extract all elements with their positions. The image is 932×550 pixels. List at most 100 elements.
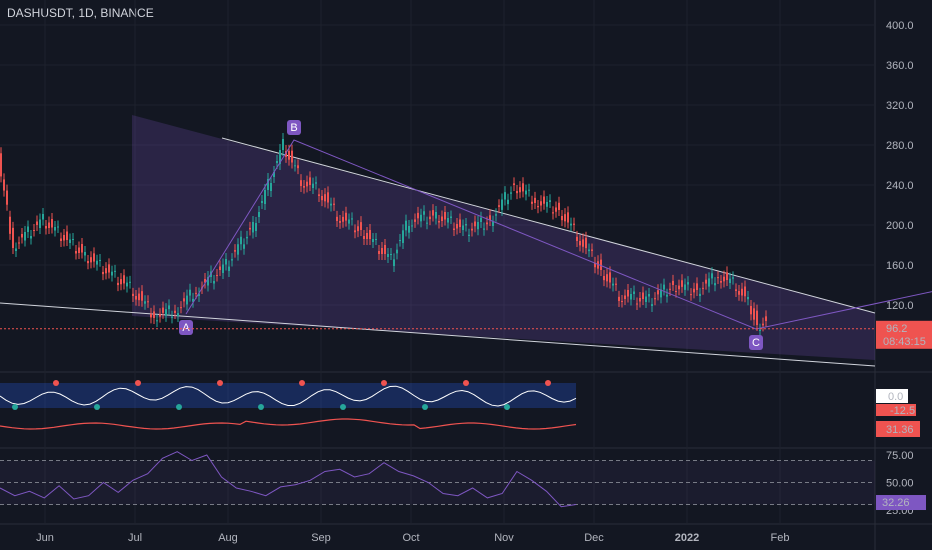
candle-body	[426, 222, 428, 224]
candle-body	[384, 245, 386, 254]
oscillator-signal-dot	[504, 404, 510, 410]
candle-body	[72, 239, 74, 240]
candle-body	[90, 257, 92, 263]
candle-body	[333, 203, 335, 205]
candle-body	[195, 292, 197, 294]
candle-body	[510, 192, 512, 194]
lower-trendline[interactable]	[0, 302, 876, 367]
candle-body	[480, 217, 482, 222]
candle-body	[114, 270, 116, 272]
current-price-badge	[876, 320, 932, 349]
candle-body	[654, 298, 656, 300]
upper-trendline[interactable]	[221, 137, 876, 314]
price-tick-label: 240.0	[886, 180, 914, 192]
candle-body	[27, 226, 29, 232]
candle-body	[366, 233, 368, 239]
candle-body	[408, 226, 410, 233]
candle-body	[501, 199, 503, 210]
candle-body	[315, 182, 317, 184]
candle-body	[372, 239, 374, 242]
candle-body	[309, 177, 311, 185]
candle-body	[294, 165, 296, 167]
candle-body	[489, 215, 491, 220]
candle-body	[84, 252, 86, 256]
candle-body	[681, 280, 683, 287]
candle-body	[717, 277, 719, 279]
candle-body	[375, 239, 377, 240]
candle-body	[621, 301, 623, 302]
candle-body	[402, 230, 404, 243]
candle-body	[63, 235, 65, 241]
pattern-point-b-badge[interactable]	[287, 120, 301, 135]
candle-body	[81, 244, 83, 253]
candle-body	[747, 297, 749, 300]
candle-body	[525, 190, 527, 195]
oscillator-signal-dot	[94, 404, 100, 410]
candle-body	[549, 200, 551, 202]
candle-body	[411, 225, 413, 227]
indicator-value-a: 0.0	[888, 391, 903, 403]
candle-body	[255, 223, 257, 231]
rsi-tick-label: 75.00	[886, 450, 914, 462]
candle-body	[687, 282, 689, 285]
candle-body	[684, 284, 686, 290]
current-price-label: 96.2	[886, 323, 907, 335]
candle-body	[435, 212, 437, 219]
candle-body	[756, 310, 758, 325]
abcd-pattern-line[interactable]	[185, 139, 932, 330]
candle-body	[603, 276, 605, 281]
candle-body	[417, 212, 419, 219]
candle-body	[165, 309, 167, 316]
candle-body	[381, 248, 383, 254]
candle-body	[651, 304, 653, 306]
candle-body	[12, 227, 14, 248]
candle-body	[441, 216, 443, 221]
indicator-value-c-badge	[876, 421, 920, 437]
candle-body	[9, 216, 11, 234]
candle-body	[144, 301, 146, 304]
candle-body	[360, 222, 362, 230]
price-tick-label: 160.0	[886, 260, 914, 272]
candle-body	[633, 291, 635, 294]
candle-body	[120, 279, 122, 285]
candle-body	[630, 294, 632, 300]
candle-body	[507, 199, 509, 205]
candle-body	[498, 205, 500, 207]
candle-body	[324, 194, 326, 202]
candle-body	[282, 139, 284, 150]
time-tick-label: Nov	[494, 532, 514, 544]
candle-body	[42, 214, 44, 220]
candle-body	[720, 281, 722, 283]
candle-body	[45, 226, 47, 229]
candle-body	[177, 313, 179, 316]
oscillator-signal-dot	[135, 380, 141, 386]
pattern-point-c-badge[interactable]	[749, 335, 763, 350]
candle-body	[111, 271, 113, 276]
candle-body	[6, 190, 8, 205]
candle-body	[690, 294, 692, 296]
candle-body	[546, 202, 548, 207]
candle-body	[69, 239, 71, 243]
candle-body	[552, 212, 554, 214]
candle-body	[726, 272, 728, 280]
candle-body	[393, 259, 395, 266]
candle-body	[561, 216, 563, 221]
oscillator-signal-dot	[299, 380, 305, 386]
candle-body	[162, 307, 164, 313]
candle-body	[75, 251, 77, 254]
candle-body	[759, 329, 761, 331]
candle-body	[537, 206, 539, 208]
adx-line	[0, 418, 577, 430]
candle-body	[468, 234, 470, 236]
candle-body	[33, 230, 35, 231]
candle-body	[504, 192, 506, 200]
pattern-area	[132, 115, 875, 360]
candle-body	[30, 236, 32, 239]
pattern-point-a-badge[interactable]	[179, 320, 193, 335]
candle-body	[693, 288, 695, 293]
candle-body	[60, 238, 62, 241]
candle-body	[555, 207, 557, 212]
candle-body	[696, 283, 698, 290]
candle-body	[606, 274, 608, 282]
